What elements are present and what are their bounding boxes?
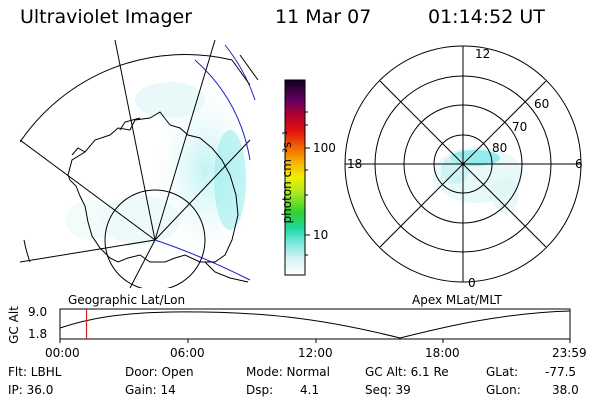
meridian-lines	[20, 40, 251, 288]
colorbar-tick-10: 10	[313, 228, 329, 242]
outer-latitude-arc-lower	[23, 239, 31, 263]
gc-alt-info: GC Alt: 6.1 Re	[365, 365, 449, 379]
mlt-label-6: 6	[575, 157, 583, 171]
outer-latitude-arc	[20, 53, 233, 143]
polar-plot	[344, 45, 582, 283]
altitude-plot-frame	[59, 308, 571, 340]
glon-value: 38.0	[552, 383, 579, 397]
lat-label-70: 70	[512, 120, 528, 134]
right-panel-label: Apex MLat/MLT	[412, 293, 502, 307]
altitude-x-ticks	[59, 339, 571, 343]
colorbar-unit-label: photon cm⁻²s⁻¹	[280, 130, 294, 224]
filter-info: Flt: LBHL	[8, 365, 62, 379]
mlt-label-12: 12	[475, 47, 491, 61]
glon-label: GLon:	[486, 383, 521, 397]
time-label: 01:14:52 UT	[428, 6, 545, 28]
coastline-ice-shelf	[71, 117, 249, 283]
time-tick-1200: 12:00	[298, 346, 333, 360]
glat-value: -77.5	[545, 365, 577, 379]
altitude-axis-label: GC Alt	[7, 306, 21, 344]
dsp-label: Dsp:	[246, 383, 274, 397]
left-panel-label: Geographic Lat/Lon	[68, 293, 186, 307]
glat-label: GLat:	[486, 365, 519, 379]
time-tick-0000: 00:00	[45, 346, 80, 360]
dsp-value: 4.1	[300, 383, 320, 397]
time-tick-2359: 23:59	[552, 346, 587, 360]
time-tick-0600: 06:00	[170, 346, 205, 360]
ip-info: IP: 36.0	[8, 383, 54, 397]
altitude-tick-high: 9.0	[28, 305, 48, 319]
lat-label-80: 80	[492, 141, 508, 155]
polar-diagonal-2	[379, 80, 547, 248]
magnetic-lines	[154, 44, 256, 281]
altitude-tick-low: 1.8	[28, 327, 48, 341]
coastline	[67, 111, 239, 263]
gain-info: Gain: 14	[125, 383, 176, 397]
inner-latitude-circle	[104, 189, 206, 288]
time-tick-1800: 18:00	[425, 346, 460, 360]
geographic-map	[20, 40, 259, 288]
lat-label-60: 60	[534, 97, 550, 111]
map-frame-lines	[231, 54, 259, 86]
color-bar	[284, 79, 310, 276]
altitude-plot	[59, 308, 571, 343]
door-info: Door: Open	[125, 365, 194, 379]
date-label: 11 Mar 07	[275, 6, 372, 28]
seq-info: Seq: 39	[365, 383, 411, 397]
mlt-label-18: 18	[347, 157, 363, 171]
mlt-label-0: 0	[468, 276, 476, 290]
colorbar-tick-100: 100	[313, 141, 336, 155]
mode-info: Mode: Normal	[246, 365, 330, 379]
instrument-title: Ultraviolet Imager	[20, 6, 193, 28]
altitude-curve	[59, 310, 571, 339]
